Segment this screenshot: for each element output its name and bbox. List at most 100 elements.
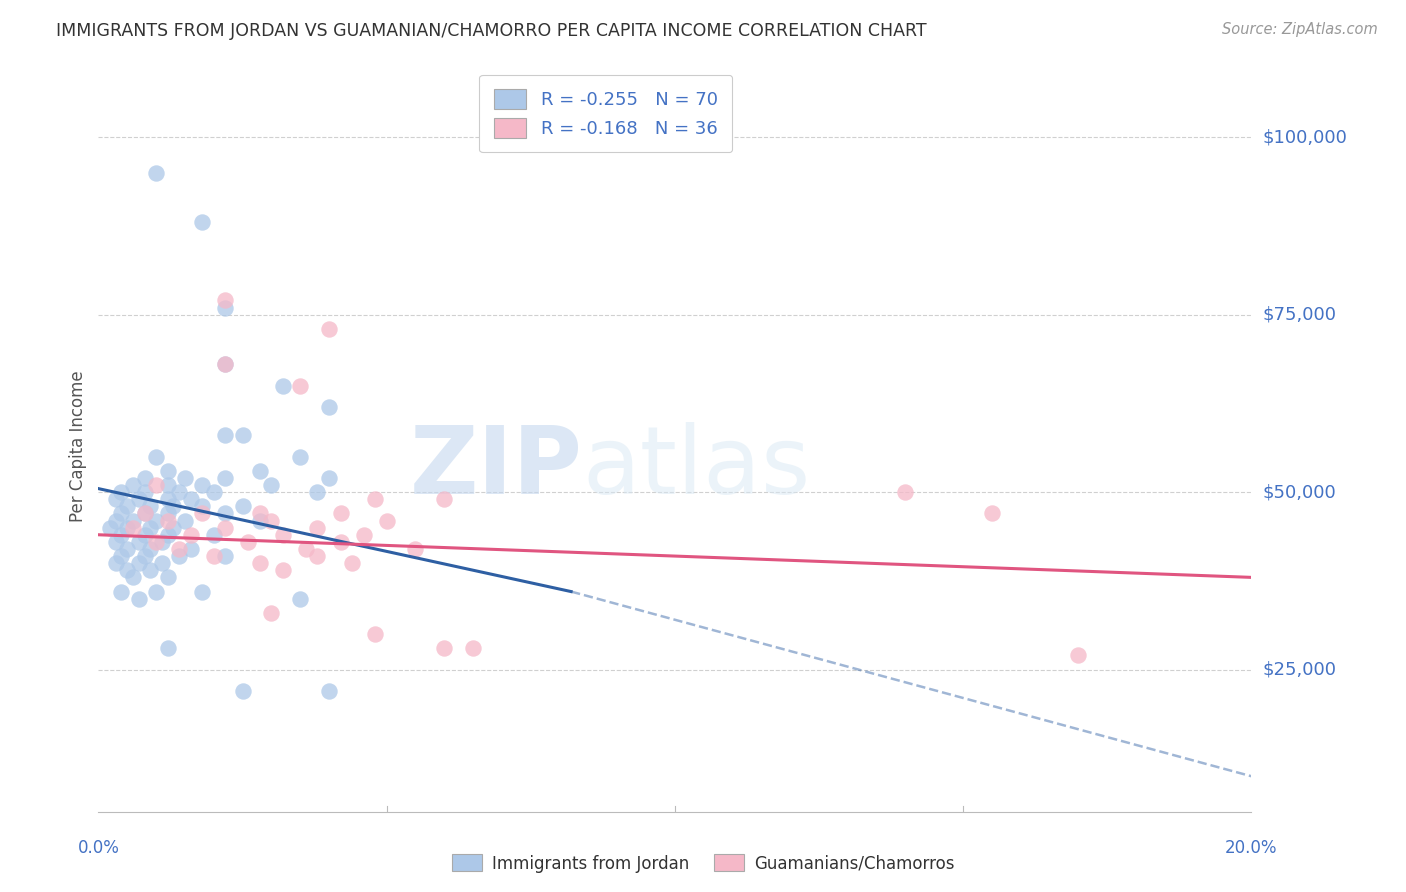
Text: $25,000: $25,000 (1263, 661, 1337, 679)
Point (191, 507, 214, 521)
Point (295, 541, 318, 556)
Point (145, 534, 167, 549)
Point (156, 641, 179, 656)
Text: 0.0%: 0.0% (77, 839, 120, 857)
Point (318, 471, 340, 485)
Point (202, 485, 225, 500)
Point (260, 478, 283, 492)
Point (117, 500, 139, 514)
Point (180, 541, 202, 556)
Legend: Immigrants from Jordan, Guamanians/Chamorros: Immigrants from Jordan, Guamanians/Chamo… (444, 847, 962, 880)
Point (231, 500, 254, 514)
Point (150, 556, 173, 570)
Point (156, 570, 179, 584)
Point (128, 492, 150, 507)
Point (202, 528, 225, 542)
Text: $50,000: $50,000 (1263, 483, 1336, 501)
Point (249, 514, 271, 528)
Point (134, 528, 156, 542)
Point (117, 521, 139, 535)
Point (290, 378, 312, 392)
Point (134, 471, 156, 485)
Point (134, 485, 156, 500)
Point (134, 507, 156, 521)
Point (156, 514, 179, 528)
Point (145, 584, 167, 599)
Point (1067, 648, 1090, 663)
Point (353, 528, 375, 542)
Point (104, 492, 127, 507)
Point (231, 684, 254, 698)
Point (364, 492, 387, 507)
Point (238, 534, 260, 549)
Point (117, 563, 139, 577)
Point (329, 534, 352, 549)
Point (214, 301, 236, 315)
Point (180, 492, 202, 507)
Point (167, 485, 190, 500)
Point (202, 549, 225, 563)
Point (318, 400, 340, 414)
Legend: R = -0.255   N = 70, R = -0.168   N = 36: R = -0.255 N = 70, R = -0.168 N = 36 (479, 75, 733, 153)
Point (191, 584, 214, 599)
Point (156, 528, 179, 542)
Point (145, 514, 167, 528)
Point (271, 378, 294, 392)
Point (134, 507, 156, 521)
Point (214, 428, 236, 442)
Point (180, 528, 202, 542)
Point (145, 478, 167, 492)
Point (139, 563, 162, 577)
Point (214, 357, 236, 371)
Point (156, 507, 179, 521)
Point (110, 549, 132, 563)
Point (260, 606, 283, 620)
Point (214, 507, 236, 521)
Point (104, 534, 127, 549)
Point (162, 500, 184, 514)
Point (162, 521, 184, 535)
Point (191, 500, 214, 514)
Point (318, 684, 340, 698)
Point (134, 549, 156, 563)
Point (249, 464, 271, 478)
Point (174, 514, 197, 528)
Point (260, 514, 283, 528)
Point (329, 507, 352, 521)
Point (894, 485, 917, 500)
Point (174, 471, 197, 485)
Point (364, 627, 387, 641)
Text: IMMIGRANTS FROM JORDAN VS GUAMANIAN/CHAMORRO PER CAPITA INCOME CORRELATION CHART: IMMIGRANTS FROM JORDAN VS GUAMANIAN/CHAM… (56, 22, 927, 40)
Point (433, 492, 456, 507)
Point (117, 541, 139, 556)
Point (375, 514, 398, 528)
Point (128, 534, 150, 549)
Point (461, 641, 484, 656)
Point (290, 450, 312, 464)
Point (122, 514, 145, 528)
Point (156, 492, 179, 507)
Point (128, 591, 150, 606)
Point (110, 485, 132, 500)
Point (340, 556, 363, 570)
Point (156, 464, 179, 478)
Point (122, 478, 145, 492)
Point (405, 541, 427, 556)
Point (231, 428, 254, 442)
Point (110, 584, 132, 599)
Point (128, 556, 150, 570)
Text: ZIP: ZIP (409, 422, 582, 514)
Point (214, 471, 236, 485)
Point (214, 549, 236, 563)
Point (98, 521, 121, 535)
Point (191, 215, 214, 229)
Text: Source: ZipAtlas.com: Source: ZipAtlas.com (1222, 22, 1378, 37)
Text: $75,000: $75,000 (1263, 306, 1337, 324)
Point (139, 500, 162, 514)
Point (145, 450, 167, 464)
Point (167, 549, 190, 563)
Point (139, 521, 162, 535)
Point (110, 507, 132, 521)
Text: 20.0%: 20.0% (1225, 839, 1278, 857)
Point (104, 514, 127, 528)
